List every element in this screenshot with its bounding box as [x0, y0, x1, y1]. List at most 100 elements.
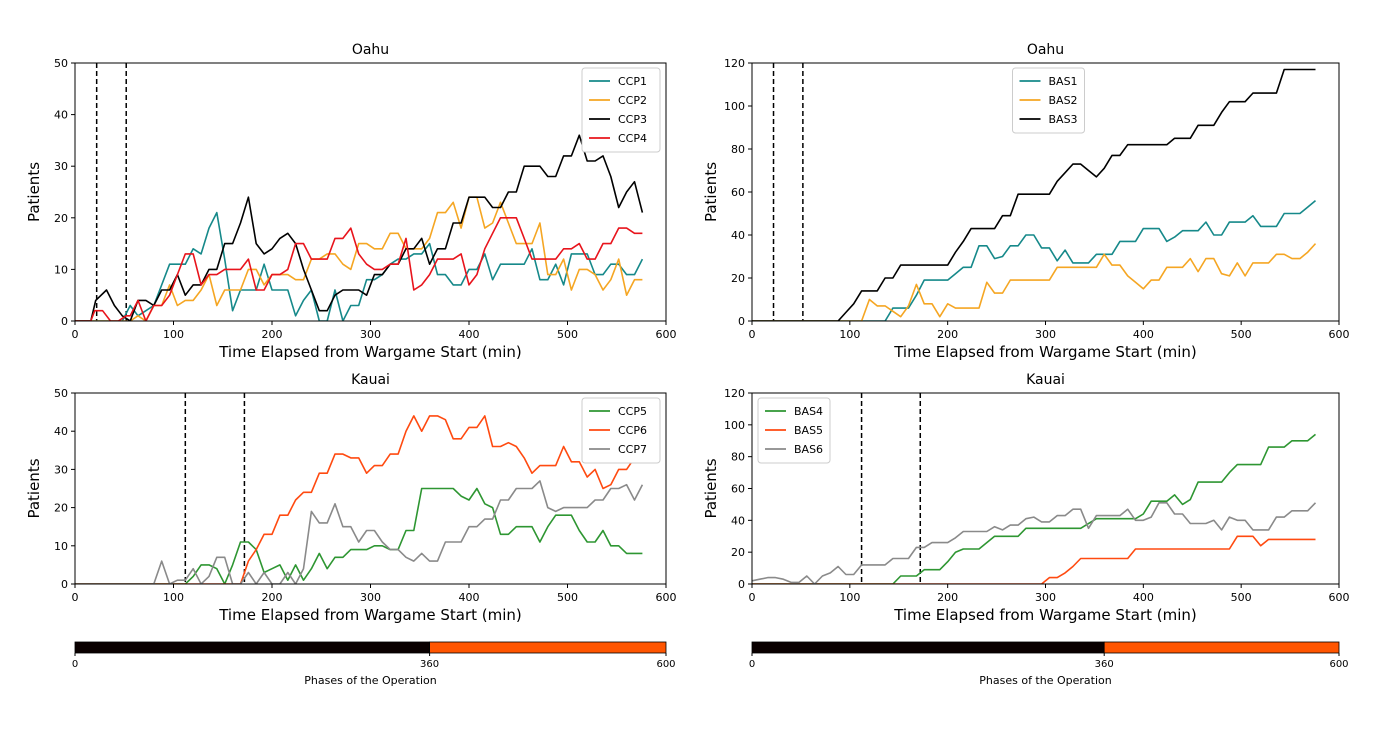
chart-title: Kauai: [1026, 372, 1065, 388]
y-tick-label: 0: [738, 315, 745, 328]
phase-bar-label: Phases of the Operation: [304, 674, 436, 687]
plot-frame: [74, 62, 667, 322]
x-tick-label: 0: [749, 591, 756, 604]
y-tick-label: 30: [54, 463, 68, 476]
legend-label-bas5: BAS5: [794, 424, 823, 437]
y-axis-label: Patients: [25, 162, 43, 222]
series-line-ccp2: [75, 196, 643, 321]
y-axis-label: Patients: [702, 162, 720, 222]
legend-label-ccp2: CCP2: [618, 94, 647, 107]
y-tick-label: 40: [731, 229, 745, 242]
series-line-bas1: [752, 199, 1317, 321]
subplot-4: Kauai Time Elapsed from Wargame Start (mi…: [702, 372, 1350, 624]
legend-label-ccp3: CCP3: [618, 113, 647, 126]
y-tick-label: 120: [724, 387, 745, 400]
legend-label-bas3: BAS3: [1049, 113, 1078, 126]
y-tick-label: 40: [54, 109, 68, 122]
x-axis-label: Time Elapsed from Wargame Start (min): [218, 606, 522, 624]
x-tick-label: 500: [1231, 328, 1252, 341]
chart-title: Kauai: [351, 372, 390, 388]
phase-segment-2: [429, 641, 667, 654]
plot-frame: [751, 392, 1340, 585]
phase-segment-1: [751, 641, 1105, 654]
phase-tick-label: 360: [420, 659, 439, 670]
x-axis-label: Time Elapsed from Wargame Start (min): [893, 606, 1197, 624]
x-tick-label: 100: [839, 328, 860, 341]
phase-bar-2: 0 360 600 Phases of the Operation: [749, 641, 1349, 687]
y-tick-label: 80: [731, 143, 745, 156]
phase-bar-1: 0 360 600 Phases of the Operation: [72, 641, 676, 687]
x-tick-label: 500: [1231, 591, 1252, 604]
x-axis-label: Time Elapsed from Wargame Start (min): [218, 343, 522, 361]
phase-segment-2: [1103, 641, 1340, 654]
plot-frame: [74, 392, 667, 585]
y-tick-label: 0: [61, 315, 68, 328]
y-tick-label: 60: [731, 186, 745, 199]
legend-label-ccp7: CCP7: [618, 443, 647, 456]
legend: BAS1 BAS2 BAS3: [1012, 67, 1085, 134]
chart-title: Oahu: [1027, 42, 1064, 58]
chart-title: Oahu: [352, 42, 389, 58]
x-tick-label: 0: [72, 328, 79, 341]
x-tick-label: 0: [72, 591, 79, 604]
x-tick-label: 300: [360, 328, 381, 341]
subplot-2: Oahu Time Elapsed from Wargame Start (min…: [702, 42, 1350, 361]
x-tick-label: 100: [163, 591, 184, 604]
y-tick-label: 20: [54, 502, 68, 515]
y-tick-label: 20: [54, 212, 68, 225]
x-tick-label: 200: [937, 328, 958, 341]
x-tick-label: 600: [1329, 328, 1350, 341]
x-tick-label: 300: [1035, 328, 1056, 341]
y-tick-label: 60: [731, 483, 745, 496]
phase-tick-label: 0: [749, 659, 755, 670]
x-tick-label: 400: [1133, 591, 1154, 604]
x-tick-label: 600: [656, 328, 677, 341]
series-line-ccp5: [75, 487, 643, 584]
legend: CCP1 CCP2 CCP3 CCP4: [581, 67, 661, 153]
legend-label-ccp5: CCP5: [618, 405, 647, 418]
x-tick-label: 100: [163, 328, 184, 341]
series-line-bas4: [752, 433, 1317, 584]
x-tick-label: 200: [937, 591, 958, 604]
y-tick-label: 50: [54, 387, 68, 400]
x-tick-label: 100: [839, 591, 860, 604]
phase-tick-label: 600: [1329, 659, 1348, 670]
y-tick-label: 20: [731, 272, 745, 285]
x-tick-label: 400: [459, 591, 480, 604]
series-line-bas2: [752, 243, 1317, 321]
x-tick-label: 0: [749, 328, 756, 341]
x-tick-label: 300: [360, 591, 381, 604]
x-tick-label: 200: [262, 328, 283, 341]
series-line-ccp6: [75, 415, 643, 584]
y-axis-label: Patients: [25, 458, 43, 518]
subplot-1: Oahu Time Elapsed from Wargame Start (min…: [25, 42, 677, 361]
series-line-ccp4: [75, 217, 643, 321]
phase-tick-label: 0: [72, 659, 78, 670]
x-axis-label: Time Elapsed from Wargame Start (min): [893, 343, 1197, 361]
y-tick-label: 80: [731, 451, 745, 464]
x-tick-label: 600: [656, 591, 677, 604]
legend-box: [581, 397, 661, 464]
legend-label-bas1: BAS1: [1049, 75, 1078, 88]
y-tick-label: 10: [54, 540, 68, 553]
x-tick-label: 200: [262, 591, 283, 604]
y-tick-label: 0: [738, 578, 745, 591]
x-tick-label: 500: [557, 328, 578, 341]
series-line-ccp7: [75, 480, 644, 584]
y-tick-label: 20: [731, 546, 745, 559]
series-line-ccp3: [75, 134, 644, 321]
legend-label-bas2: BAS2: [1049, 94, 1078, 107]
legend-box: [1012, 67, 1085, 134]
legend-label-bas6: BAS6: [794, 443, 823, 456]
legend-label-ccp4: CCP4: [618, 132, 647, 145]
y-tick-label: 0: [61, 578, 68, 591]
y-tick-label: 30: [54, 160, 68, 173]
subplot-3: Kauai Time Elapsed from Wargame Start (mi…: [25, 372, 677, 624]
y-tick-label: 40: [54, 425, 68, 438]
y-tick-label: 100: [724, 419, 745, 432]
y-tick-label: 10: [54, 263, 68, 276]
legend-label-ccp6: CCP6: [618, 424, 647, 437]
legend-label-bas4: BAS4: [794, 405, 823, 418]
x-tick-label: 500: [557, 591, 578, 604]
